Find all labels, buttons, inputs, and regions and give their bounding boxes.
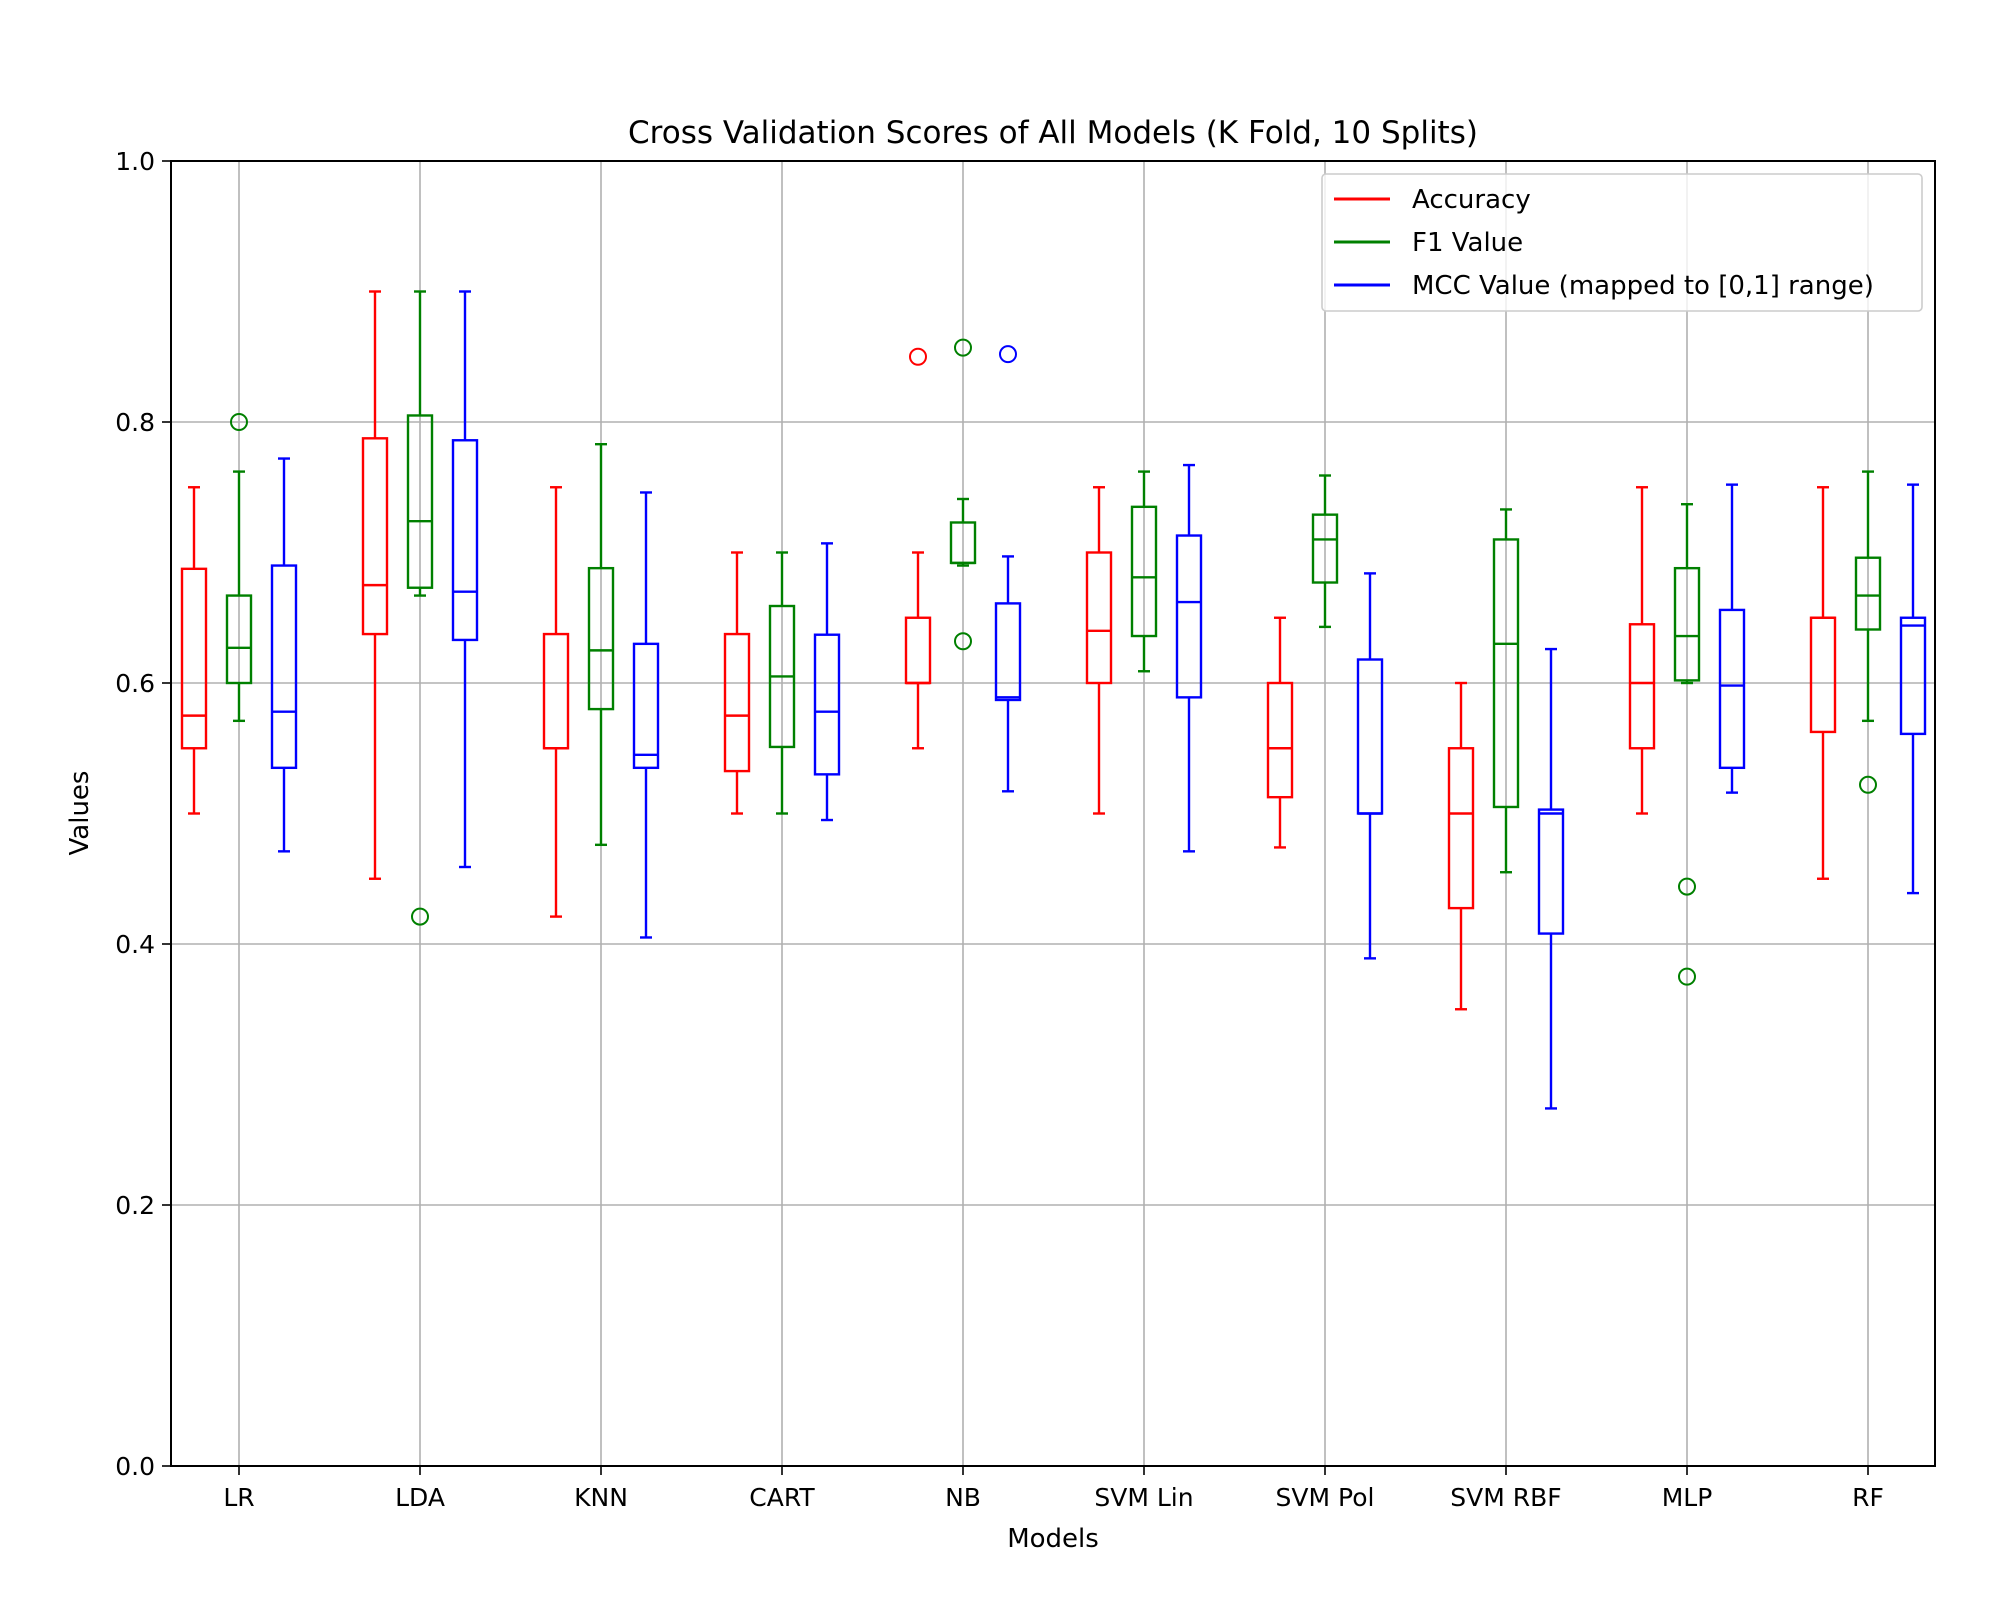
boxplot <box>904 347 932 750</box>
boxplot <box>406 290 434 926</box>
outlier-point <box>411 907 429 926</box>
outlier-point <box>1678 967 1696 986</box>
iqr-box <box>632 642 660 770</box>
iqr-box <box>1673 566 1701 682</box>
boxplot <box>270 457 298 853</box>
y-tick-label: 0.8 <box>115 408 155 437</box>
x-tick-label: SVM Lin <box>1094 1483 1193 1512</box>
x-tick-label: SVM Pol <box>1276 1483 1375 1512</box>
axes: LR LDA KNN CART NB SVM Lin SVM Pol SVM RBF MLP RF… <box>115 147 1884 1512</box>
iqr-box <box>361 437 389 636</box>
boxplot <box>1628 486 1656 815</box>
boxplot <box>1447 681 1475 1011</box>
iqr-box <box>1447 747 1475 910</box>
x-tick-label: RF <box>1852 1483 1884 1512</box>
iqr-box <box>1899 616 1927 736</box>
legend-frame <box>1321 173 1923 312</box>
iqr-box <box>587 566 615 711</box>
outlier-point <box>909 347 927 366</box>
boxplot <box>1899 483 1927 895</box>
y-tick-label: 0.2 <box>115 1191 155 1220</box>
x-tick-label: CART <box>749 1483 815 1512</box>
boxplot <box>1085 486 1113 815</box>
y-tick-label: 0.0 <box>115 1452 155 1481</box>
boxplot <box>1718 483 1746 794</box>
x-axis-title: Models <box>1007 1524 1099 1554</box>
x-tick-label: LR <box>223 1483 254 1512</box>
iqr-box <box>225 594 253 685</box>
boxplot <box>1130 470 1158 673</box>
iqr-box <box>1266 681 1294 799</box>
outlier-point <box>1678 877 1696 896</box>
iqr-box <box>270 564 298 770</box>
x-tick-label: LDA <box>395 1483 445 1512</box>
boxplot <box>994 345 1022 793</box>
y-tick-label: 1.0 <box>115 147 155 176</box>
boxplot <box>1311 474 1339 629</box>
boxplot <box>1492 508 1520 874</box>
boxplot <box>225 413 253 723</box>
boxplot <box>1673 503 1701 986</box>
outlier-point <box>230 413 248 431</box>
iqr-box <box>723 632 751 773</box>
boxplot <box>1175 463 1203 853</box>
x-tick-label: MLP <box>1662 1483 1713 1512</box>
boxplot <box>1266 616 1294 849</box>
box-series <box>180 290 1927 1110</box>
outlier-point <box>999 345 1017 364</box>
boxplot <box>813 542 841 822</box>
legend-label: MCC Value (mapped to [0,1] range) <box>1412 271 1874 301</box>
x-tick-label: KNN <box>574 1483 628 1512</box>
iqr-box <box>1492 538 1520 809</box>
iqr-box <box>1311 513 1339 584</box>
boxplot <box>768 551 796 815</box>
boxplot <box>587 442 615 847</box>
iqr-box <box>451 439 479 642</box>
plot-frame <box>170 160 1936 1467</box>
boxplot <box>632 491 660 939</box>
x-tick-label: NB <box>945 1483 981 1512</box>
boxplot <box>949 338 977 651</box>
chart-title: Cross Validation Scores of All Models (K… <box>628 115 1478 151</box>
boxplot <box>542 486 570 918</box>
iqr-box <box>1537 808 1565 935</box>
boxplot <box>361 290 389 880</box>
iqr-box <box>180 567 208 750</box>
iqr-box <box>1085 551 1113 685</box>
y-tick-label: 0.6 <box>115 669 155 698</box>
boxplot <box>1854 470 1882 794</box>
iqr-box <box>813 633 841 776</box>
iqr-box <box>1718 608 1746 770</box>
y-axis-title: Values <box>65 771 95 856</box>
iqr-box <box>1854 556 1882 631</box>
iqr-box <box>406 414 434 589</box>
iqr-box <box>1175 534 1203 699</box>
iqr-box <box>994 602 1022 702</box>
legend: Accuracy F1 Value MCC Value (mapped to [0,… <box>1321 173 1923 312</box>
boxplot <box>1356 572 1384 960</box>
x-tick-label: SVM RBF <box>1450 1483 1561 1512</box>
outlier-point <box>954 632 972 651</box>
iqr-box <box>1130 505 1158 638</box>
boxplot <box>1537 647 1565 1110</box>
boxplot <box>180 486 208 815</box>
boxplot <box>451 290 479 869</box>
y-tick-label: 0.4 <box>115 930 155 959</box>
boxplot <box>1809 486 1837 880</box>
iqr-box <box>1628 623 1656 750</box>
boxplot <box>723 551 751 815</box>
legend-label: Accuracy <box>1412 185 1531 215</box>
legend-label: F1 Value <box>1412 228 1523 258</box>
outlier-point <box>954 338 972 357</box>
outlier-point <box>1859 775 1877 794</box>
